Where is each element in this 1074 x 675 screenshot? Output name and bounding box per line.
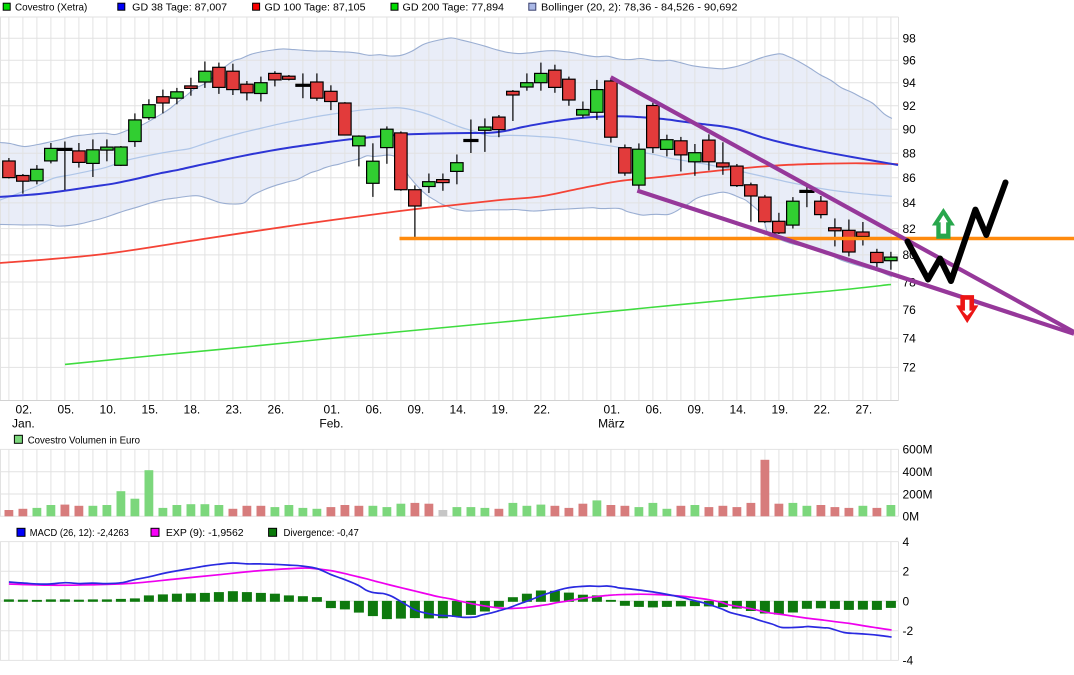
svg-text:GD 200 Tage: 77,894: GD 200 Tage: 77,894 — [403, 2, 505, 13]
svg-text:GD 100 Tage: 87,105: GD 100 Tage: 87,105 — [265, 2, 366, 13]
svg-text:Covestro Volumen in Euro: Covestro Volumen in Euro — [28, 436, 141, 447]
svg-text:05.: 05. — [58, 402, 75, 416]
svg-text:Divergence: -0,47: Divergence: -0,47 — [284, 528, 360, 539]
svg-text:27.: 27. — [856, 402, 873, 416]
svg-text:400M: 400M — [903, 465, 933, 479]
svg-text:22.: 22. — [534, 402, 551, 416]
svg-text:Jan.: Jan. — [12, 416, 35, 430]
svg-text:0: 0 — [903, 594, 910, 608]
svg-text:-2: -2 — [903, 624, 914, 638]
svg-text:0M: 0M — [903, 510, 920, 524]
svg-text:19.: 19. — [492, 402, 509, 416]
svg-text:14.: 14. — [450, 402, 467, 416]
svg-text:94: 94 — [903, 76, 917, 90]
svg-text:19.: 19. — [772, 402, 789, 416]
svg-text:72: 72 — [903, 361, 917, 375]
svg-text:März: März — [598, 416, 625, 430]
svg-text:84: 84 — [903, 196, 917, 210]
svg-text:01.: 01. — [604, 402, 621, 416]
svg-text:GD 38 Tage: 87,007: GD 38 Tage: 87,007 — [132, 2, 227, 13]
svg-text:82: 82 — [903, 222, 917, 236]
svg-text:18.: 18. — [184, 402, 201, 416]
svg-text:09.: 09. — [688, 402, 705, 416]
svg-text:23.: 23. — [226, 402, 243, 416]
svg-text:4: 4 — [903, 535, 910, 549]
svg-text:76: 76 — [903, 303, 917, 317]
svg-text:EXP (9): -1,9562: EXP (9): -1,9562 — [166, 528, 244, 539]
svg-text:22.: 22. — [814, 402, 831, 416]
svg-text:26.: 26. — [268, 402, 285, 416]
svg-text:200M: 200M — [903, 487, 933, 501]
svg-text:MACD (26, 12): -2,4263: MACD (26, 12): -2,4263 — [30, 528, 129, 539]
svg-text:600M: 600M — [903, 443, 933, 457]
svg-text:Feb.: Feb. — [319, 416, 343, 430]
svg-text:2: 2 — [903, 565, 910, 579]
svg-text:92: 92 — [903, 99, 917, 113]
svg-text:74: 74 — [903, 331, 917, 345]
svg-text:06.: 06. — [646, 402, 663, 416]
svg-text:-4: -4 — [903, 654, 914, 668]
svg-text:02.: 02. — [16, 402, 33, 416]
svg-text:06.: 06. — [366, 402, 383, 416]
svg-text:14.: 14. — [730, 402, 747, 416]
svg-text:Covestro (Xetra): Covestro (Xetra) — [15, 2, 87, 13]
svg-text:86: 86 — [903, 171, 917, 185]
svg-text:90: 90 — [903, 123, 917, 137]
svg-text:09.: 09. — [408, 402, 425, 416]
svg-text:01.: 01. — [324, 402, 341, 416]
svg-text:Bollinger (20, 2): 78,36 - 84,: Bollinger (20, 2): 78,36 - 84,526 - 90,6… — [541, 2, 738, 13]
svg-text:98: 98 — [903, 32, 917, 46]
svg-text:15.: 15. — [142, 402, 159, 416]
svg-text:10.: 10. — [100, 402, 117, 416]
svg-text:88: 88 — [903, 146, 917, 160]
svg-text:96: 96 — [903, 54, 917, 68]
